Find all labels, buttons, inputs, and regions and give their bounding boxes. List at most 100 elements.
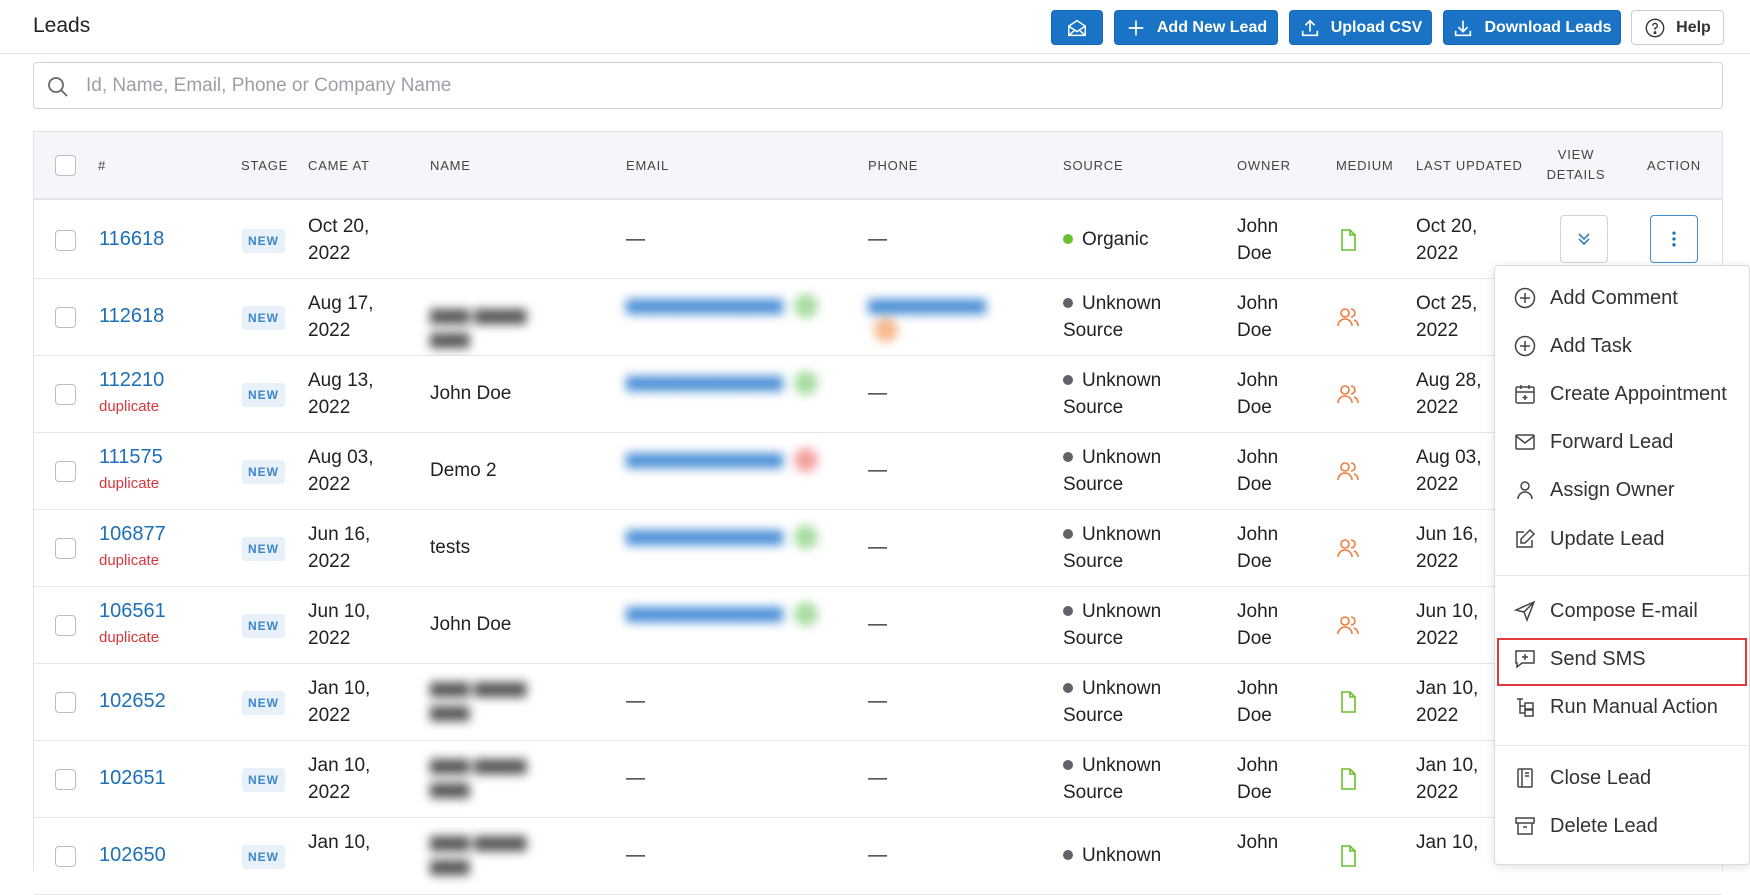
row-checkbox[interactable] (55, 692, 76, 713)
view-details-button[interactable] (1560, 215, 1608, 263)
lead-id-link[interactable]: 106877 (99, 523, 166, 545)
came-at-line1: Jan 10, (308, 755, 371, 776)
stage-badge: NEW (242, 229, 285, 253)
kebab-menu-icon (1672, 231, 1676, 247)
lead-id-link[interactable]: 106561 (99, 600, 166, 622)
came-at-date: Jun 10, 2022 (308, 598, 370, 652)
menu-label-assign-owner: Assign Owner (1550, 478, 1675, 501)
menu-item-add-comment[interactable]: Add Comment (1495, 276, 1750, 320)
stage-badge: NEW (242, 460, 285, 484)
lead-owner: John Doe (1237, 444, 1278, 498)
lead-phone: — (868, 537, 887, 558)
table-row[interactable]: 112618 NEW Aug 17, 2022 ▆▆▆ ▆▆▆▆ ▆▆▆ ▆▆▆▆▆▆▆▆… (34, 279, 1722, 356)
lead-email-redacted: ▆▆▆▆▆▆▆▆▆▆▆▆ (626, 293, 826, 318)
source-line2: Source (1063, 782, 1124, 803)
lead-id-link[interactable]: 102652 (99, 690, 166, 712)
email-campaign-button[interactable] (1051, 10, 1103, 45)
row-checkbox[interactable] (55, 538, 76, 559)
owner-line2: Doe (1237, 551, 1272, 572)
lead-name: John Doe (430, 614, 512, 635)
table-row[interactable]: 102652 NEW Jan 10, 2022 ▆▆▆ ▆▆▆▆ ▆▆▆ — — Unknow… (34, 664, 1722, 741)
lead-email: — (626, 845, 645, 866)
menu-label-add-comment: Add Comment (1550, 286, 1678, 309)
menu-item-forward-lead[interactable]: Forward Lead (1495, 420, 1750, 464)
menu-item-compose-email[interactable]: Compose E-mail (1495, 589, 1750, 633)
download-leads-button[interactable]: Download Leads (1443, 10, 1621, 45)
search-input[interactable] (86, 71, 1686, 101)
people-icon (1336, 613, 1360, 637)
menu-separator (1495, 745, 1750, 746)
came-at-line1: Jan 10, (308, 678, 371, 699)
table-header: # STAGE CAME AT NAME EMAIL PHONE SOURCE … (34, 132, 1722, 200)
stage-badge: NEW (242, 614, 285, 638)
lead-id-link[interactable]: 111575 (99, 446, 163, 468)
table-row[interactable]: 102650 NEW Jan 10, ▆▆▆ ▆▆▆▆ ▆▆▆ — — Unknown Joh… (34, 818, 1722, 895)
menu-item-update-lead[interactable]: Update Lead (1495, 517, 1750, 561)
menu-item-create-appointment[interactable]: Create Appointment (1495, 372, 1750, 416)
lead-source: Unknown Source (1063, 752, 1161, 806)
row-action-button[interactable] (1650, 215, 1698, 263)
table-row[interactable]: 111575 duplicate NEW Aug 03, 2022 Demo 2 ▆▆▆▆▆… (34, 433, 1722, 510)
select-all-checkbox[interactable] (55, 155, 76, 176)
lead-name-redacted: ▆▆▆ ▆▆▆▆ ▆▆▆ (430, 755, 527, 798)
lead-id-link[interactable]: 102651 (99, 767, 166, 789)
lead-source: Unknown (1063, 842, 1161, 869)
book-icon (1517, 768, 1533, 788)
lead-id-link[interactable]: 112618 (99, 305, 165, 327)
lead-id-link[interactable]: 112210 (99, 369, 165, 391)
lead-name-redacted: ▆▆▆ ▆▆▆▆ ▆▆▆ (430, 678, 527, 721)
lead-source: Unknown Source (1063, 598, 1161, 652)
table-row[interactable]: 106561 duplicate NEW Jun 10, 2022 John Doe ▆▆▆… (34, 587, 1722, 664)
lead-source: Unknown Source (1063, 367, 1161, 421)
lead-phone: — (868, 768, 887, 789)
row-checkbox[interactable] (55, 307, 76, 328)
lead-name-redacted: ▆▆▆ ▆▆▆▆ ▆▆▆ (430, 832, 527, 875)
lead-owner: John (1237, 829, 1278, 856)
lead-action-menu: Add Comment Add Task Create Appointment … (1494, 265, 1750, 865)
row-checkbox[interactable] (55, 384, 76, 405)
menu-item-run-manual-action[interactable]: Run Manual Action (1495, 685, 1750, 729)
help-button[interactable]: Help (1631, 10, 1724, 45)
stage-badge: NEW (242, 383, 285, 407)
table-row[interactable]: 106877 duplicate NEW Jun 16, 2022 tests ▆▆▆▆▆▆… (34, 510, 1722, 587)
upload-csv-button[interactable]: Upload CSV (1289, 10, 1432, 45)
menu-item-add-task[interactable]: Add Task (1495, 324, 1750, 368)
source-line1: Organic (1082, 229, 1149, 250)
envelope-open-icon (1068, 19, 1086, 36)
add-new-lead-button[interactable]: Add New Lead (1114, 10, 1278, 45)
row-checkbox[interactable] (55, 230, 76, 251)
came-at-date: Jan 10, 2022 (308, 752, 370, 806)
source-line2: Source (1063, 320, 1124, 341)
came-at-line1: Jun 10, (308, 601, 371, 622)
row-checkbox[interactable] (55, 769, 76, 790)
lead-source: Unknown Source (1063, 444, 1161, 498)
table-row[interactable]: 116618 NEW Oct 20, 2022 — — Organic John Doe Oct … (34, 202, 1722, 279)
row-checkbox[interactable] (55, 846, 76, 867)
menu-label-compose-email: Compose E-mail (1550, 599, 1698, 622)
lead-source: Unknown Source (1063, 290, 1161, 344)
lead-email: — (626, 691, 645, 712)
last-updated-date: Oct 20, 2022 (1416, 213, 1477, 267)
chevrons-down-icon (1578, 233, 1590, 246)
lead-id-link[interactable]: 116618 (99, 228, 165, 250)
came-at-line2: 2022 (308, 628, 351, 649)
menu-item-delete-lead[interactable]: Delete Lead (1495, 804, 1750, 848)
plus-icon (1128, 20, 1144, 35)
menu-item-send-sms[interactable]: Send SMS (1495, 637, 1750, 681)
menu-item-assign-owner[interactable]: Assign Owner (1495, 468, 1750, 512)
table-row[interactable]: 112210 duplicate NEW Aug 13, 2022 John Doe ▆▆▆… (34, 356, 1722, 433)
owner-line2: Doe (1237, 474, 1272, 495)
lead-id-link[interactable]: 102650 (99, 844, 166, 866)
lead-source: Unknown Source (1063, 521, 1161, 575)
question-circle-icon (1645, 18, 1665, 37)
source-dot (1063, 298, 1073, 308)
row-checkbox[interactable] (55, 461, 76, 482)
row-checkbox[interactable] (55, 615, 76, 636)
stage-badge: NEW (242, 768, 285, 792)
lead-source: Organic (1063, 226, 1149, 253)
table-row[interactable]: 102651 NEW Jan 10, 2022 ▆▆▆ ▆▆▆▆ ▆▆▆ — — Unknow… (34, 741, 1722, 818)
menu-label-create-appointment: Create Appointment (1550, 382, 1727, 405)
lead-owner: John Doe (1237, 521, 1278, 575)
menu-item-close-lead[interactable]: Close Lead (1495, 756, 1750, 800)
stage-badge: NEW (242, 845, 285, 869)
